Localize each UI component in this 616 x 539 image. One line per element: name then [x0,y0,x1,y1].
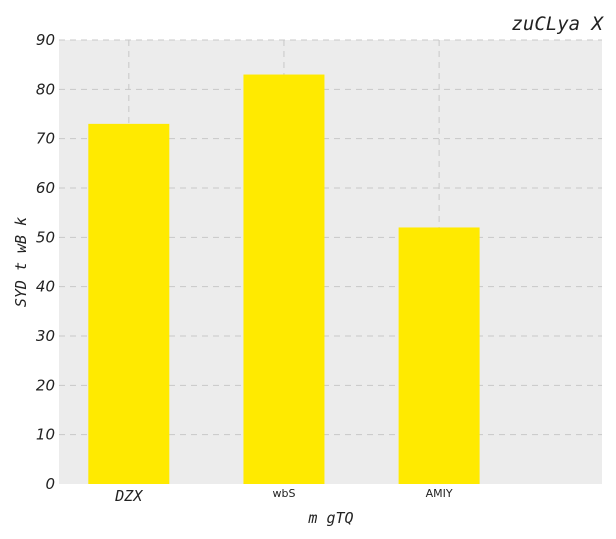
y-axis-label: SYD t wB k [12,217,30,307]
y-tick-label: 0 [45,475,55,493]
bar-amiy [398,227,480,484]
y-tick-label: 90 [36,31,55,49]
y-tick-label: 80 [36,80,55,98]
y-tick-label: 20 [36,376,55,394]
chart-title: zuCLya X [511,13,604,35]
y-tick-label: 10 [36,426,55,444]
bars-group [88,74,480,485]
y-tick-label: 50 [36,228,55,246]
y-tick-label: 60 [36,179,55,197]
bar-wbs [243,74,325,485]
y-axis-ticks: 0 10 20 30 40 50 60 70 80 90 [36,31,55,493]
bar-dzx [88,123,170,484]
x-tick-label: AMIY [426,487,453,500]
x-tick-label: DZX [114,487,143,505]
y-tick-label: 40 [36,278,55,296]
y-tick-label: 30 [36,327,55,345]
x-axis-label: m gTQ [307,509,353,527]
x-tick-label: wbS [272,487,295,500]
x-axis-ticks: DZX wbS AMIY [114,487,453,505]
y-tick-label: 70 [36,130,55,148]
